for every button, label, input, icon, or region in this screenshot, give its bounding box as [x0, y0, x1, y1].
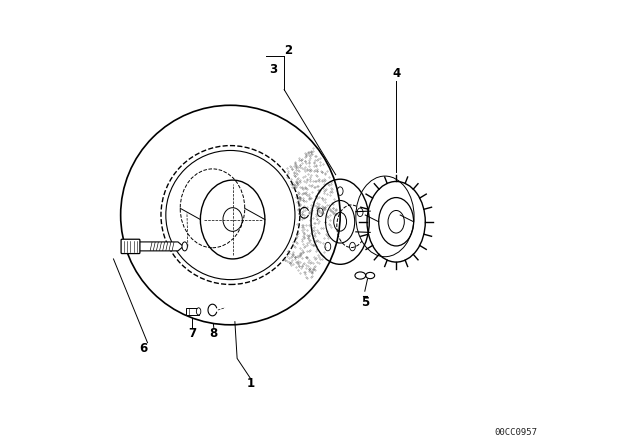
Text: 7: 7 [188, 327, 196, 340]
Text: 2: 2 [285, 43, 292, 57]
Ellipse shape [182, 242, 188, 251]
Circle shape [161, 146, 300, 284]
Text: 1: 1 [246, 377, 255, 391]
Text: 6: 6 [139, 342, 147, 355]
Text: 00CC0957: 00CC0957 [494, 428, 538, 437]
Ellipse shape [196, 308, 201, 315]
Text: 4: 4 [392, 67, 400, 81]
Bar [186, 308, 198, 315]
Text: 8: 8 [210, 327, 218, 340]
Ellipse shape [356, 176, 414, 257]
Text: 3: 3 [269, 63, 277, 76]
Circle shape [166, 151, 295, 280]
FancyBboxPatch shape [121, 239, 140, 254]
Polygon shape [139, 242, 184, 251]
Circle shape [121, 105, 340, 325]
Text: 5: 5 [361, 296, 369, 309]
Ellipse shape [365, 191, 400, 239]
